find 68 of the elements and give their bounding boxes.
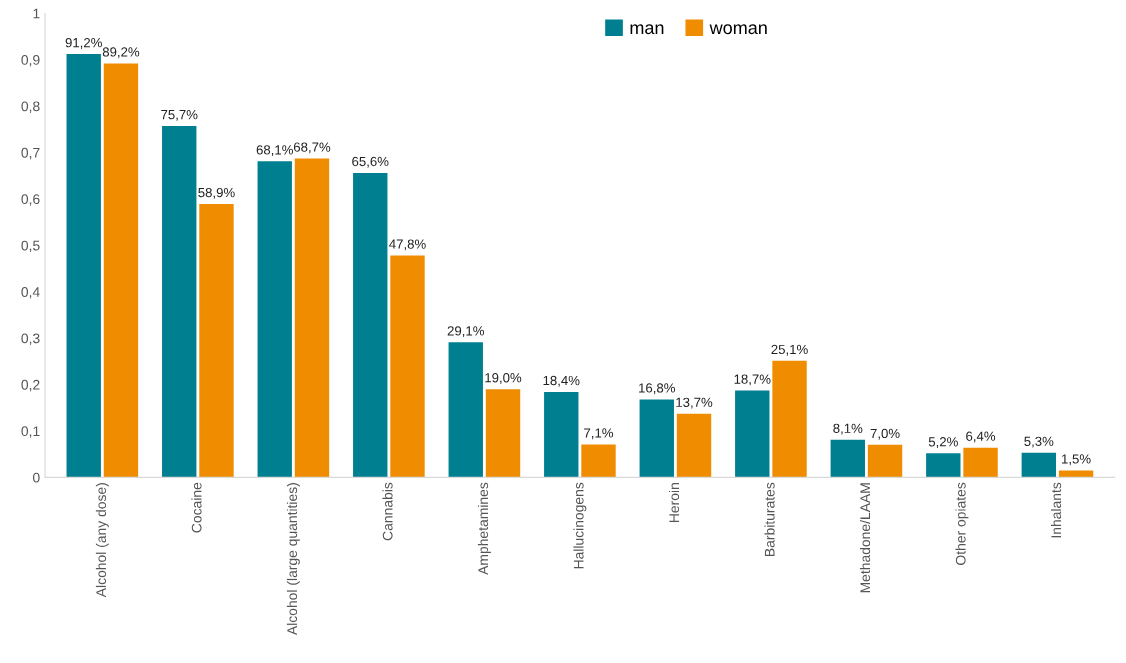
bar: [544, 391, 579, 478]
data-label: 58,9%: [198, 187, 235, 199]
bar: [390, 255, 425, 478]
y-tick-label: 0,6: [21, 194, 40, 206]
x-tick-label: Heroin: [668, 483, 680, 522]
data-label: 7,1%: [584, 428, 614, 440]
data-label: 89,2%: [102, 47, 140, 59]
y-tick-label: 0: [33, 472, 40, 483]
x-tick-label: Cannabis: [382, 482, 393, 541]
bar: [581, 444, 616, 478]
data-label: 91,2%: [65, 37, 102, 49]
data-label: 68,1%: [256, 145, 293, 157]
x-tick-label: Inhalants: [1050, 482, 1062, 538]
y-tick-label: 1: [33, 8, 40, 19]
data-label: 6,4%: [966, 431, 996, 443]
bar: [963, 447, 998, 478]
bar: [867, 444, 903, 478]
y-tick-label: 0,7: [21, 147, 40, 160]
legend-label: man: [630, 24, 664, 35]
bar: [485, 389, 521, 478]
bar: [448, 342, 483, 478]
bar: [676, 413, 712, 478]
data-label: 13,7%: [676, 397, 713, 409]
bar: [66, 54, 101, 478]
data-label: 16,8%: [639, 383, 676, 395]
data-label: 47,8%: [389, 239, 426, 251]
y-tick-label: 0,2: [21, 379, 40, 392]
x-tick-label: Cocaine: [191, 482, 202, 533]
legend-label: woman: [709, 24, 767, 35]
data-label: 1,5%: [1062, 454, 1091, 466]
bar: [735, 390, 770, 478]
bar: [199, 204, 234, 478]
y-tick-label: 0,5: [21, 240, 40, 253]
bar: [257, 161, 292, 478]
bar: [294, 158, 330, 478]
data-label: 7,0%: [870, 428, 900, 440]
y-tick-label: 0,9: [21, 55, 40, 67]
bar: [103, 63, 139, 478]
x-tick-label: Barbiturates: [764, 482, 775, 556]
bar: [1021, 452, 1056, 478]
x-tick-label: Hallucinogens: [573, 482, 587, 569]
y-tick-label: 0,8: [21, 101, 40, 113]
x-tick-label: Methadone/LAAM: [859, 483, 871, 593]
bar: [1058, 470, 1094, 478]
data-label: 18,4%: [543, 375, 580, 387]
data-label: 25,1%: [771, 344, 808, 356]
data-label: 18,7%: [734, 374, 771, 386]
bar: [926, 453, 961, 478]
bar: [353, 172, 388, 478]
data-label: 5,3%: [1024, 436, 1054, 448]
data-label: 75,7%: [161, 109, 198, 121]
data-label: 65,6%: [352, 156, 389, 168]
data-label: 19,0%: [485, 373, 522, 384]
y-tick-label: 0,4: [21, 287, 40, 299]
bar: [830, 439, 865, 478]
bar: [772, 360, 807, 478]
bar: [162, 126, 197, 478]
x-tick-label: Alcohol (any dose): [95, 483, 109, 598]
x-tick-label: Amphetamines: [477, 482, 491, 575]
data-label: 29,1%: [447, 326, 484, 338]
y-tick-label: 0,3: [21, 333, 40, 345]
y-tick-label: 0,1: [21, 426, 40, 438]
data-label: 5,2%: [928, 437, 958, 449]
data-label: 8,1%: [833, 423, 863, 435]
x-tick-label: Alcohol (large quantities): [286, 483, 300, 636]
bar: [639, 399, 674, 478]
x-tick-label: Other opiates: [955, 482, 969, 565]
data-label: 68,7%: [293, 142, 331, 154]
